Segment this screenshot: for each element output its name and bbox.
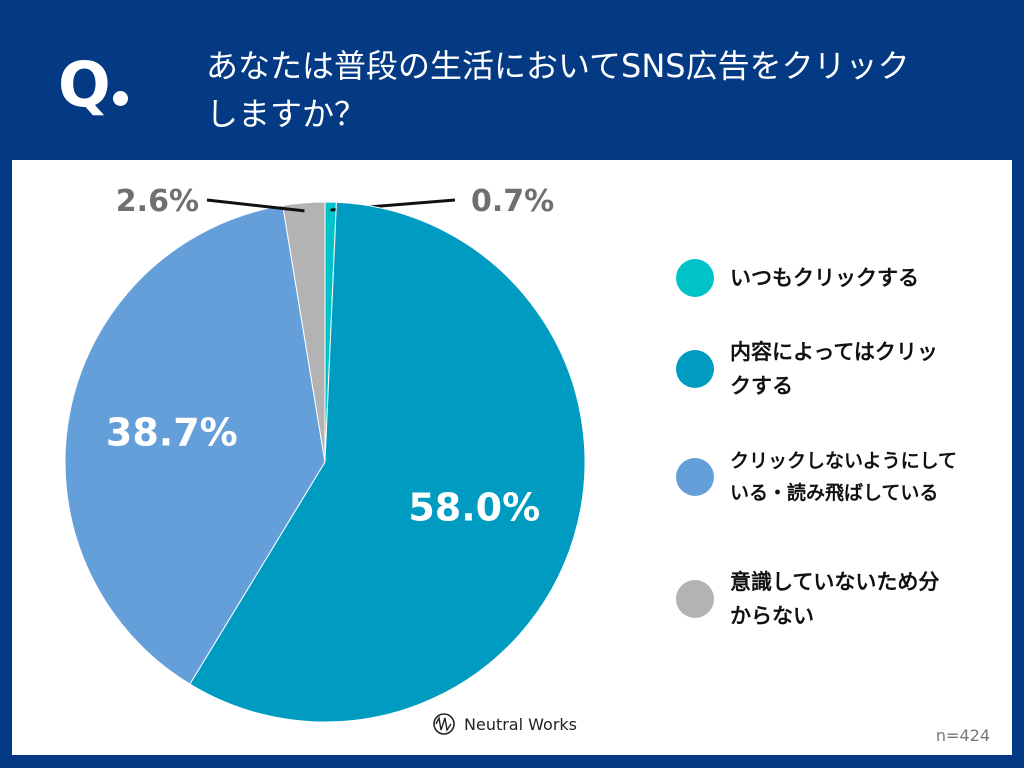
legend-swatch [676, 259, 714, 297]
legend-swatch [676, 458, 714, 496]
legend-item: クリックしないようにしている・読み飛ばしている [676, 445, 960, 509]
legend-label: クリックしないようにしている・読み飛ばしている [730, 450, 958, 504]
legend-label: 内容によってはクリックする [730, 340, 938, 398]
legend-label: 意識していないため分からない [730, 570, 940, 628]
page-title: あなたは普段の生活においてSNS広告をクリックしますか？ [206, 47, 910, 133]
pie-slice [64, 204, 326, 685]
brand-logo: Neutral Works [432, 712, 577, 736]
legend-label: いつもクリックする [730, 266, 919, 290]
pie-slice [189, 201, 586, 723]
sample-size: n=424 [935, 726, 990, 745]
legend-item: いつもクリックする [676, 259, 980, 297]
brand-name: Neutral Works [464, 714, 577, 734]
pie-slice [282, 201, 326, 463]
neutral-works-logo-icon [433, 713, 455, 735]
legend-swatch [676, 580, 714, 618]
slice-label: 38.7% [106, 410, 238, 454]
chart-panel: 0.7% 58.0% 38.7% 2.6% いつもクリックする 内容によってはクリック… [12, 160, 1012, 755]
legend-item: 意識していないため分からない [676, 565, 950, 633]
slice-label: 0.7% [471, 184, 554, 219]
question-mark-badge: Q [58, 48, 128, 121]
leader-line [206, 198, 305, 213]
pie-chart: 0.7% 58.0% 38.7% 2.6% [64, 184, 586, 723]
legend-item: 内容によってはクリックする [676, 335, 950, 403]
slice-label: 2.6% [116, 184, 199, 219]
legend-swatch [676, 350, 714, 388]
slice-label: 58.0% [408, 485, 540, 529]
